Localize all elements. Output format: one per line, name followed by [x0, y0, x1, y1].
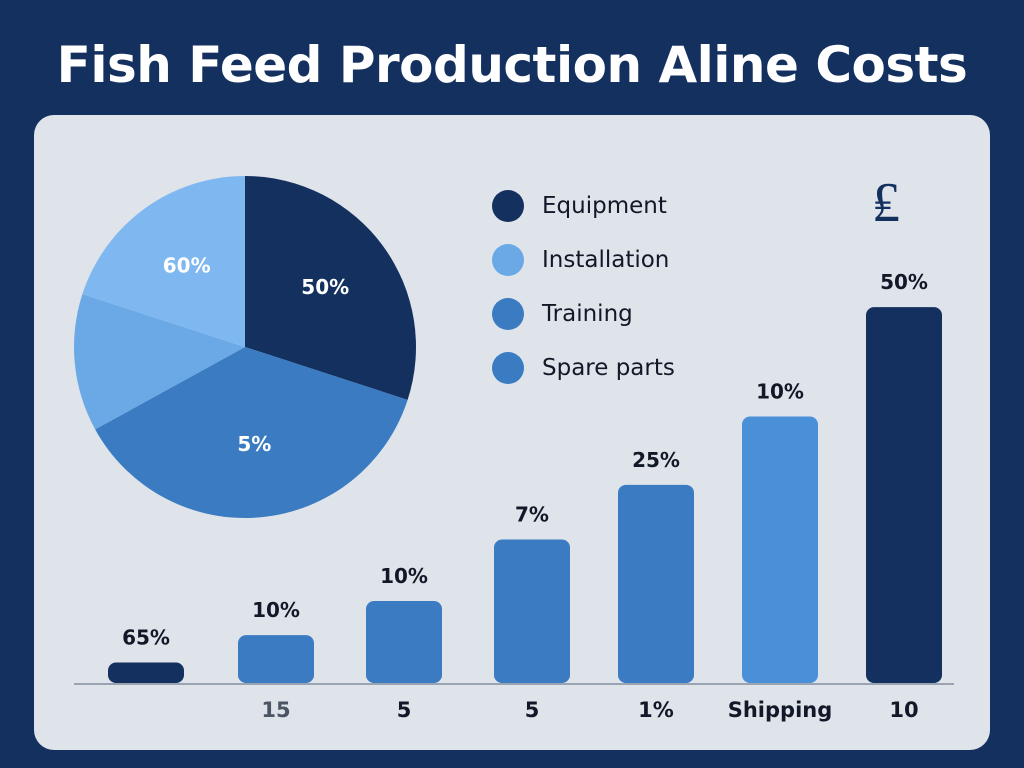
x-tick-label: Shipping [728, 698, 833, 722]
pie-slice-label: 5% [237, 432, 271, 456]
x-tick-label: 5 [397, 698, 412, 722]
legend-swatch-training [492, 298, 524, 330]
pie-slice-label: 50% [301, 275, 349, 299]
chart-canvas: 50% 5% 60% 65% 10% 15 10% 5 7% 5 25% 1% 10% Shipping 5… [74, 176, 954, 722]
pie-slice [95, 347, 408, 518]
bar-data-label: 7% [515, 503, 549, 527]
legend-label-spare-parts: Spare parts [542, 355, 675, 381]
bar [742, 416, 818, 683]
bar-data-label: 10% [380, 564, 428, 588]
legend-swatch-equipment [492, 190, 524, 222]
legend-swatch-spare-parts [492, 352, 524, 384]
legend-item-spare-parts: Spare parts [492, 341, 675, 395]
bar-data-label: 25% [632, 448, 680, 472]
x-tick-label: 1% [638, 698, 674, 722]
bar-data-label: 50% [880, 270, 928, 294]
pie-legend: Equipment Installation Training Spare pa… [492, 179, 675, 395]
pie-slice [74, 294, 246, 430]
bar [618, 484, 694, 683]
legend-swatch-installation [492, 244, 524, 276]
legend-item-equipment: Equipment [492, 179, 675, 233]
legend-item-installation: Installation [492, 233, 675, 287]
legend-label-training: Training [542, 301, 633, 327]
x-tick-label: 5 [525, 698, 540, 722]
legend-label-installation: Installation [542, 247, 670, 273]
pie-slice-label: 60% [163, 253, 211, 277]
bar-data-label: 10% [252, 598, 300, 622]
bar [494, 539, 570, 683]
bar [866, 307, 942, 683]
pie-slice [82, 176, 245, 347]
legend-label-equipment: Equipment [542, 193, 667, 219]
bar-data-label: 65% [122, 626, 170, 650]
x-tick-label: 10 [889, 698, 918, 722]
bar-data-label: 10% [756, 380, 804, 404]
x-tick-label: 15 [261, 698, 290, 722]
pound-currency-icon: ₤ [872, 170, 900, 235]
pie-slice [245, 176, 416, 400]
legend-item-training: Training [492, 287, 675, 341]
bar [238, 635, 314, 683]
chart-title: Fish Feed Production Aline Costs [56, 36, 968, 94]
bar [108, 662, 184, 683]
bar [366, 601, 442, 683]
chart-panel: 50% 5% 60% 65% 10% 15 10% 5 7% 5 25% 1% 10% Shipping 5… [34, 115, 990, 750]
